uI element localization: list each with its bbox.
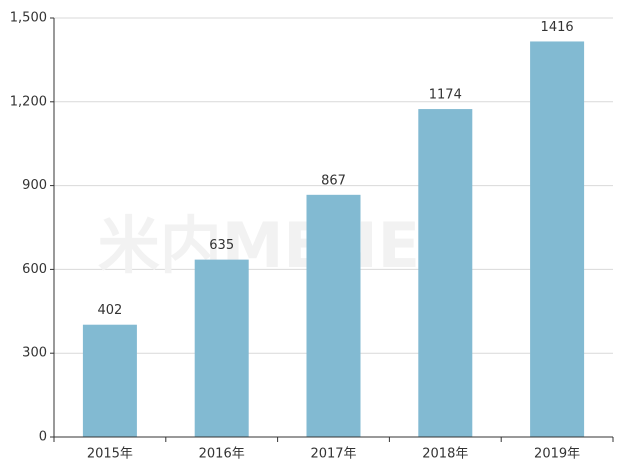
y-tick-label: 900 — [22, 178, 47, 193]
data-label: 1416 — [541, 20, 574, 35]
y-tick-label: 300 — [22, 346, 47, 361]
bar — [418, 109, 473, 437]
bar — [306, 194, 361, 437]
y-tick-label: 600 — [22, 262, 47, 277]
y-tick-label: 1,200 — [10, 94, 47, 109]
data-label: 1174 — [429, 88, 462, 103]
data-label: 867 — [321, 173, 346, 188]
x-tick-label: 2016年 — [199, 447, 245, 462]
x-tick-label: 2015年 — [87, 447, 133, 462]
data-label: 635 — [209, 238, 234, 253]
x-tick-label: 2018年 — [422, 447, 468, 462]
y-tick-label: 1,500 — [10, 11, 47, 26]
watermark: 米内MENET — [98, 209, 463, 282]
y-tick-label: 0 — [39, 430, 47, 445]
x-tick-label: 2019年 — [534, 447, 580, 462]
data-label: 402 — [97, 303, 122, 318]
bar — [194, 259, 249, 437]
bar — [530, 41, 585, 438]
x-tick-label: 2017年 — [310, 447, 356, 462]
bar — [82, 324, 137, 437]
